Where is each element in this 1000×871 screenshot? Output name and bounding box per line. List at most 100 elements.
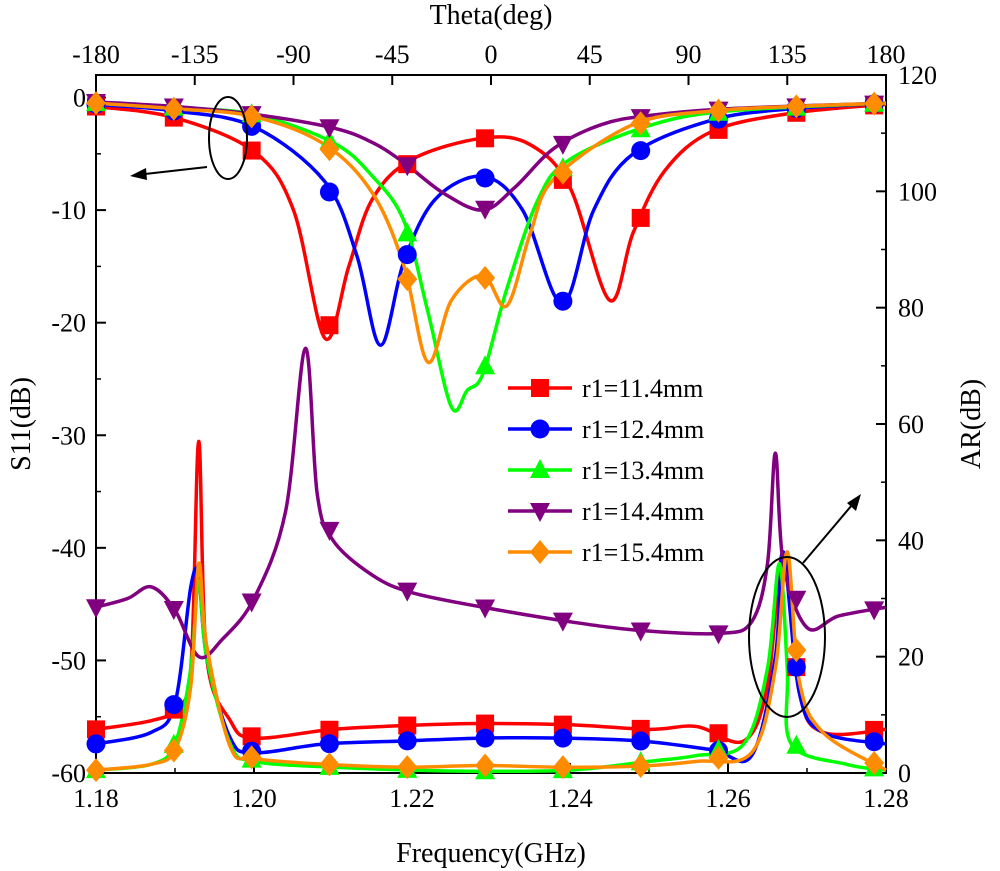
x-top-axis-title: Theta(deg) (430, 0, 553, 31)
legend-entry: r1=15.4mm (582, 538, 704, 567)
y-left-tick-label: -30 (51, 421, 86, 450)
series-s11-line (95, 101, 887, 364)
series-ar-line (95, 550, 887, 772)
annotation-arrowhead-ar (847, 494, 861, 511)
x-top-tick-label: -90 (276, 40, 311, 69)
series-s11-marker (630, 111, 651, 136)
annotation-arrow-s11 (144, 166, 208, 175)
annotation-arrow-ar (802, 504, 853, 564)
series-s11-marker (631, 141, 651, 161)
x-top-tick-label: -45 (375, 40, 410, 69)
annotations-group (130, 96, 861, 718)
series-s11-marker (552, 160, 573, 185)
annotation-ellipse-ar (748, 556, 826, 718)
y-right-tick-label: 20 (898, 643, 924, 672)
series-s11-marker (397, 245, 417, 265)
y-right-tick-label: 80 (898, 294, 924, 323)
x-top-tick-label: 45 (577, 40, 603, 69)
series-ar-marker (786, 657, 806, 677)
series-s11-line (95, 101, 887, 347)
series-ar-marker (864, 751, 885, 776)
series-s11-marker (397, 157, 418, 177)
x-tick-label: 1.22 (389, 784, 435, 813)
series-s11-line (95, 101, 887, 413)
series-ar-marker (786, 590, 807, 610)
legend-marker (530, 459, 550, 478)
series-ar-marker (242, 727, 261, 746)
y-right-tick-label: 60 (898, 410, 924, 439)
series-s11-marker (163, 96, 184, 121)
x-top-tick-label: 0 (485, 40, 498, 69)
annotation-ellipse-s11 (208, 96, 248, 180)
series-ar-marker (319, 734, 339, 754)
series-ar-marker (320, 720, 339, 739)
series-ar-marker (163, 600, 184, 620)
series-ar-marker (398, 716, 417, 735)
series-s11-marker (86, 91, 106, 116)
series-ar-marker (709, 724, 728, 743)
x-top-tick-label: 180 (867, 40, 906, 69)
series-ar-marker (708, 625, 729, 645)
axes-group: 1.18 1.20 1.22 1.24 1.26 1.28 -180 -135 -90 -45 0 4… (51, 40, 937, 813)
series-s11-marker (475, 265, 496, 290)
series-ar-marker (476, 714, 495, 733)
series-s11-marker (786, 94, 807, 119)
series-s11-marker (397, 222, 418, 242)
legend-marker (530, 503, 550, 522)
series-ar-marker (864, 732, 884, 752)
y-left-tick-label: -10 (51, 196, 86, 225)
x-axis-title: Frequency(GHz) (396, 838, 586, 869)
series-ar-marker (786, 638, 807, 663)
series-s11-marker (319, 137, 340, 162)
y-right-tick-label: 40 (898, 526, 924, 555)
series-ar-marker (164, 695, 184, 715)
y-left-tick-label: -40 (51, 534, 86, 563)
series-ar-marker (163, 738, 184, 763)
y-right-axis-title: AR(dB) (956, 379, 987, 469)
x-top-tick-label: -180 (72, 40, 120, 69)
series-ar-marker (86, 599, 106, 619)
series-s11-marker (552, 135, 573, 155)
legend-entry: r1=11.4mm (582, 374, 703, 403)
x-tick-label: 1.26 (705, 784, 751, 813)
series-ar-marker (319, 752, 340, 777)
x-top-tick-label: 90 (676, 40, 702, 69)
series-s11-marker (631, 208, 650, 227)
legend-entry: r1=13.4mm (582, 456, 704, 485)
series-s11-marker (708, 98, 729, 123)
y-right-tick-label: 120 (898, 61, 937, 90)
series-ar-marker (553, 715, 572, 734)
series-ar-marker (553, 728, 573, 748)
series-ar-marker (708, 745, 729, 770)
series-ar-marker (397, 755, 418, 780)
series-ar-marker (475, 728, 495, 748)
series-ar-marker (631, 731, 651, 751)
series-s11-marker (397, 267, 418, 292)
x-tick-label: 1.24 (547, 784, 593, 813)
axis-labels: Frequency(GHz) Theta(deg) S11(dB) AR(dB) (6, 0, 987, 869)
series-s11-marker (553, 291, 573, 311)
series-ar-marker (397, 582, 418, 602)
y-left-tick-label: -50 (51, 646, 86, 675)
series-s11-marker (475, 355, 496, 375)
series-s11-marker (864, 91, 885, 116)
series-s11-marker (319, 119, 340, 139)
series-ar-marker (397, 731, 417, 751)
series-ar-marker (241, 593, 262, 613)
series-ar-marker (630, 754, 651, 779)
series-s11-marker (241, 104, 262, 129)
series-ar-marker (552, 612, 573, 632)
markers-group (86, 91, 885, 783)
series-s11-marker (475, 168, 495, 188)
legend-entry: r1=12.4mm (582, 415, 704, 444)
series-ar-line (95, 346, 887, 660)
x-tick-label: 1.20 (231, 784, 277, 813)
x-top-tick-label: -135 (171, 40, 219, 69)
y-left-tick-label: -20 (51, 309, 86, 338)
legend-marker (531, 379, 549, 397)
y-left-axis-title: S11(dB) (6, 377, 37, 471)
legend-marker (530, 419, 550, 439)
series-ar-marker (241, 745, 262, 770)
legend: r1=11.4mm r1=12.4mm r1=13.4mm r1=14.4mm r1=1… (508, 374, 704, 567)
